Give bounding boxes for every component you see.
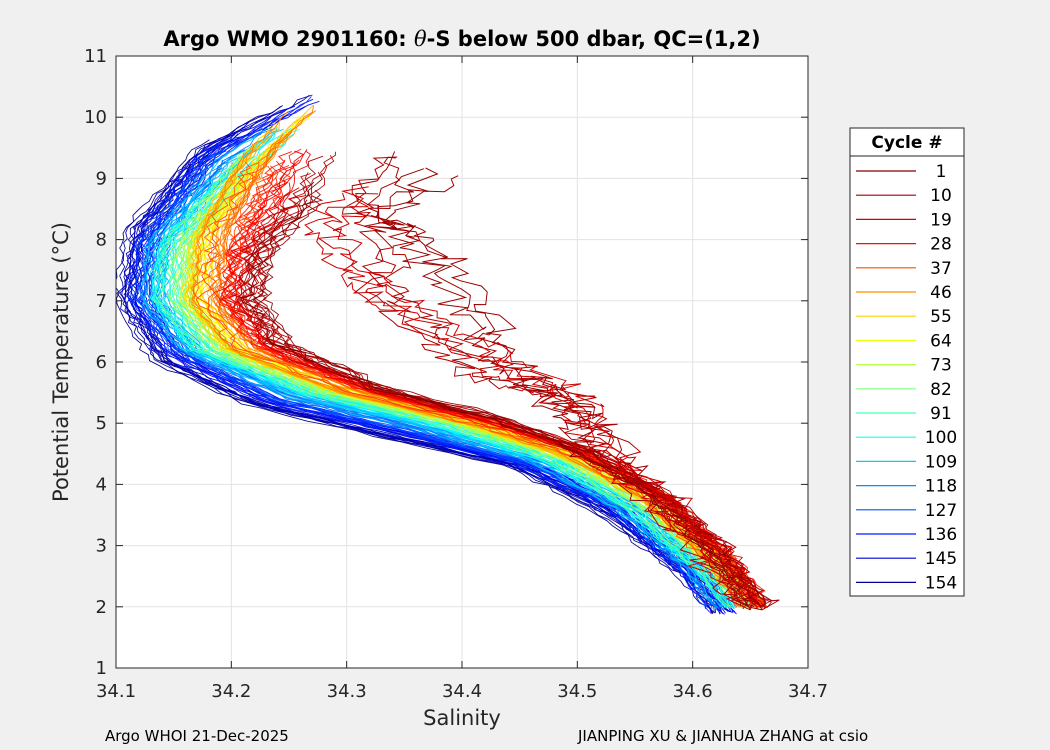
x-tick-labels: 34.1 34.2 34.3 34.4 34.5 34.6 34.7 (96, 681, 828, 702)
y-tick-label: 8 (96, 230, 107, 251)
legend-label: 46 (930, 283, 952, 303)
x-axis-label: Salinity (423, 706, 501, 730)
y-tick-label: 1 (96, 658, 107, 679)
legend-label: 28 (930, 235, 952, 255)
profile-line (239, 181, 742, 607)
outlier-profile-line (353, 156, 752, 611)
grid (116, 56, 808, 668)
x-tick-label: 34.1 (96, 681, 136, 702)
legend-label: 145 (925, 549, 957, 569)
x-tick-label: 34.7 (788, 681, 828, 702)
profile-line (116, 105, 713, 614)
legend-entries: 1 10 19 28 37 46 55 64 73 82 91 100 109 118 127 136 145 1… (856, 162, 957, 593)
y-tick-label: 3 (96, 536, 107, 557)
profile-line (156, 165, 728, 603)
y-tick-label: 10 (84, 107, 107, 128)
legend-label: 1 (936, 162, 947, 182)
x-tick-label: 34.5 (557, 681, 597, 702)
profile-line (130, 142, 710, 609)
profile-line (188, 128, 741, 608)
profile-lines (116, 94, 780, 615)
legend-title: Cycle # (871, 133, 942, 153)
outlier-profile-line (332, 192, 748, 595)
legend-label: 64 (930, 331, 952, 351)
y-tick-label: 9 (96, 168, 107, 189)
x-tick-label: 34.4 (442, 681, 482, 702)
chart-title: Argo WMO 2901160: θ-S below 500 dbar, QC… (163, 27, 760, 51)
legend-label: 136 (925, 525, 957, 545)
profile-line (143, 178, 722, 608)
profile-line (237, 155, 748, 607)
profile-line (166, 149, 732, 609)
x-tick-label: 34.2 (211, 681, 251, 702)
outlier-profile-line (317, 186, 741, 595)
legend-box (849, 127, 965, 597)
legend-label: 154 (925, 573, 957, 593)
legend-label: 118 (925, 477, 957, 497)
legend-label: 55 (930, 307, 952, 327)
y-tick-label: 11 (84, 46, 107, 67)
outlier-profile-line (341, 151, 751, 611)
profile-line (176, 151, 739, 602)
x-tick-label: 34.6 (673, 681, 713, 702)
profile-line (253, 195, 766, 608)
legend-label: 19 (930, 210, 952, 230)
legend-label: 82 (930, 380, 952, 400)
legend-label: 100 (925, 428, 957, 448)
x-tick-label: 34.3 (327, 681, 367, 702)
outlier-profile-line (366, 156, 755, 611)
outlier-profile-line (304, 192, 740, 595)
profile-line (121, 121, 712, 614)
profile-line (221, 150, 745, 609)
profile-line (140, 128, 718, 608)
profile-line (134, 165, 713, 607)
legend-label: 37 (930, 259, 952, 279)
y-tick-label: 6 (96, 352, 107, 373)
profile-line (244, 171, 749, 608)
legend-label: 10 (930, 186, 952, 206)
legend-label: 91 (930, 404, 952, 424)
y-tick-label: 4 (96, 474, 107, 495)
profile-line (253, 199, 762, 608)
legend-label: 127 (925, 501, 957, 521)
profile-line (127, 138, 711, 613)
profile-line (116, 139, 714, 614)
axis-ticks (115, 55, 809, 669)
legend-label: 109 (925, 452, 957, 472)
legend-label: 73 (930, 356, 952, 376)
footer-right: JIANPING XU & JIANHUA ZHANG at csio (577, 727, 868, 745)
y-tick-labels: 1 2 3 4 5 6 7 8 9 10 11 (84, 46, 107, 679)
profile-line (148, 155, 726, 609)
y-tick-label: 5 (96, 413, 107, 434)
footer-left: Argo WHOI 21-Dec-2025 (105, 727, 289, 745)
profile-line (156, 126, 730, 607)
y-tick-label: 2 (96, 597, 107, 618)
legend: Cycle # 1 10 19 28 37 46 55 64 73 82 91 100 109 118 12… (849, 127, 965, 597)
y-tick-label: 7 (96, 291, 107, 312)
y-axis-label: Potential Temperature (°C) (49, 222, 73, 502)
